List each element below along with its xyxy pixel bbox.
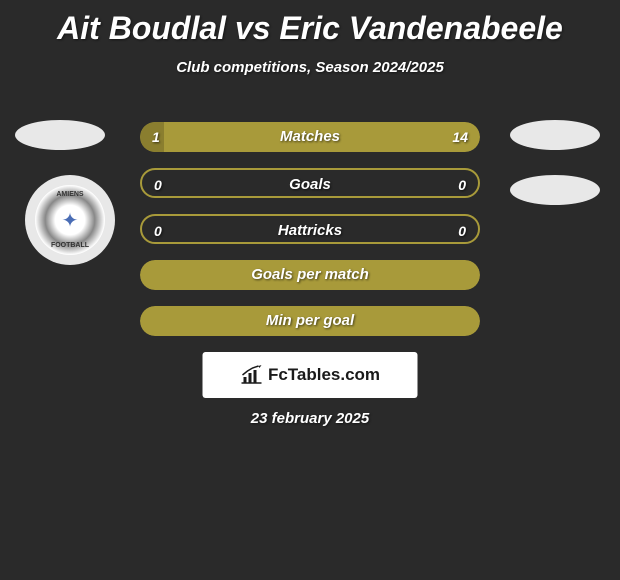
brand-logo: FcTables.com — [203, 352, 418, 398]
stat-value-right: 0 — [458, 170, 466, 198]
club-badge-top-text: AMIENS — [56, 191, 83, 198]
stat-label: Hattricks — [142, 216, 478, 244]
club-badge-bottom-text: FOOTBALL — [51, 242, 89, 249]
stat-bar: Goals0 0 — [140, 168, 480, 198]
stat-label: Matches — [140, 122, 480, 152]
stat-label: Goals — [142, 170, 478, 198]
stat-value-left: 0 — [154, 216, 162, 244]
club-left-badge: AMIENS ✦ FOOTBALL — [25, 175, 115, 265]
stat-bar: Min per goal — [140, 306, 480, 336]
stat-value-left: 1 — [152, 122, 160, 152]
date-text: 23 february 2025 — [0, 410, 620, 427]
stat-value-right: 14 — [452, 122, 468, 152]
subtitle: Club competitions, Season 2024/2025 — [0, 59, 620, 76]
page-title: Ait Boudlal vs Eric Vandenabeele — [0, 0, 620, 47]
stat-value-left: 0 — [154, 170, 162, 198]
stat-bar: Matches1 14 — [140, 122, 480, 152]
player-right-avatar — [510, 120, 600, 150]
stat-bar: Goals per match — [140, 260, 480, 290]
player-left-avatar — [15, 120, 105, 150]
stat-bar: Hattricks0 0 — [140, 214, 480, 244]
stats-container: Matches114Goals00Hattricks00Goals per ma… — [140, 122, 480, 352]
brand-text: FcTables.com — [268, 365, 380, 385]
stat-label: Goals per match — [140, 260, 480, 290]
club-badge-star-icon: ✦ — [62, 208, 79, 233]
club-right-avatar — [510, 175, 600, 205]
stat-label: Min per goal — [140, 306, 480, 336]
chart-icon — [240, 365, 264, 385]
stat-value-right: 0 — [458, 216, 466, 244]
